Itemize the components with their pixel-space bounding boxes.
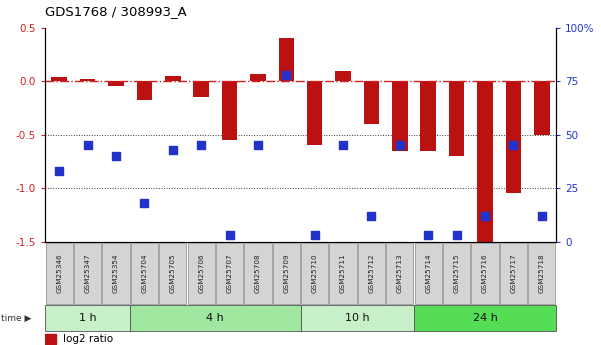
Bar <box>250 73 266 81</box>
FancyBboxPatch shape <box>188 243 215 304</box>
Point <box>508 142 518 148</box>
Point <box>281 72 291 77</box>
Point <box>83 142 93 148</box>
Text: GSM25713: GSM25713 <box>397 254 403 293</box>
Bar <box>80 79 96 81</box>
Text: GSM25715: GSM25715 <box>454 254 460 293</box>
FancyBboxPatch shape <box>216 243 243 304</box>
FancyBboxPatch shape <box>45 305 130 331</box>
Point <box>480 213 490 219</box>
Point <box>225 232 234 238</box>
Bar <box>505 81 521 193</box>
Text: GSM25347: GSM25347 <box>85 254 91 293</box>
FancyBboxPatch shape <box>443 243 470 304</box>
Bar <box>477 81 493 247</box>
FancyBboxPatch shape <box>245 243 272 304</box>
FancyBboxPatch shape <box>74 243 101 304</box>
Point <box>452 232 462 238</box>
Point <box>253 142 263 148</box>
FancyBboxPatch shape <box>528 243 555 304</box>
Text: GSM25704: GSM25704 <box>141 254 147 293</box>
Point <box>111 153 121 159</box>
Point <box>537 213 546 219</box>
Text: 24 h: 24 h <box>472 313 498 323</box>
Bar <box>449 81 465 156</box>
Text: GSM25716: GSM25716 <box>482 254 488 293</box>
FancyBboxPatch shape <box>358 243 385 304</box>
FancyBboxPatch shape <box>386 243 413 304</box>
Point <box>55 168 64 174</box>
Text: GSM25718: GSM25718 <box>538 254 545 293</box>
Bar <box>392 81 407 150</box>
Text: GDS1768 / 308993_A: GDS1768 / 308993_A <box>45 5 187 18</box>
Bar <box>421 81 436 150</box>
Bar <box>335 71 351 81</box>
Text: GSM25706: GSM25706 <box>198 254 204 293</box>
Text: GSM25712: GSM25712 <box>368 254 374 293</box>
Text: GSM25711: GSM25711 <box>340 254 346 293</box>
Text: log2 ratio: log2 ratio <box>63 334 113 344</box>
Bar <box>307 81 323 145</box>
Text: 10 h: 10 h <box>345 313 370 323</box>
FancyBboxPatch shape <box>471 243 499 304</box>
Text: time ▶: time ▶ <box>1 314 32 323</box>
Text: GSM25707: GSM25707 <box>227 254 233 293</box>
FancyBboxPatch shape <box>159 243 186 304</box>
Point <box>395 142 404 148</box>
Bar <box>108 81 124 87</box>
Text: GSM25705: GSM25705 <box>170 254 175 293</box>
FancyBboxPatch shape <box>500 243 527 304</box>
FancyBboxPatch shape <box>415 243 442 304</box>
Text: 4 h: 4 h <box>207 313 224 323</box>
Bar <box>222 81 237 140</box>
Bar <box>364 81 379 124</box>
Bar <box>534 81 549 135</box>
Point <box>338 142 348 148</box>
FancyBboxPatch shape <box>131 243 158 304</box>
Text: GSM25346: GSM25346 <box>56 254 63 293</box>
Point <box>197 142 206 148</box>
Text: GSM25354: GSM25354 <box>113 254 119 293</box>
Text: GSM25709: GSM25709 <box>283 254 289 293</box>
Text: GSM25708: GSM25708 <box>255 254 261 293</box>
FancyBboxPatch shape <box>130 305 300 331</box>
FancyBboxPatch shape <box>301 243 328 304</box>
Text: GSM25717: GSM25717 <box>510 254 516 293</box>
FancyBboxPatch shape <box>300 305 414 331</box>
Point <box>168 147 178 152</box>
Text: GSM25710: GSM25710 <box>312 254 318 293</box>
FancyBboxPatch shape <box>46 243 73 304</box>
Text: GSM25714: GSM25714 <box>426 254 431 293</box>
Point <box>139 200 149 206</box>
Bar <box>165 76 180 81</box>
Bar <box>45 334 56 344</box>
Bar <box>194 81 209 97</box>
FancyBboxPatch shape <box>414 305 556 331</box>
FancyBboxPatch shape <box>329 243 357 304</box>
Bar <box>136 81 152 100</box>
Bar <box>278 38 294 81</box>
Text: 1 h: 1 h <box>79 313 96 323</box>
Point <box>310 232 320 238</box>
Point <box>424 232 433 238</box>
FancyBboxPatch shape <box>273 243 300 304</box>
Bar <box>52 77 67 81</box>
Point <box>367 213 376 219</box>
FancyBboxPatch shape <box>102 243 130 304</box>
